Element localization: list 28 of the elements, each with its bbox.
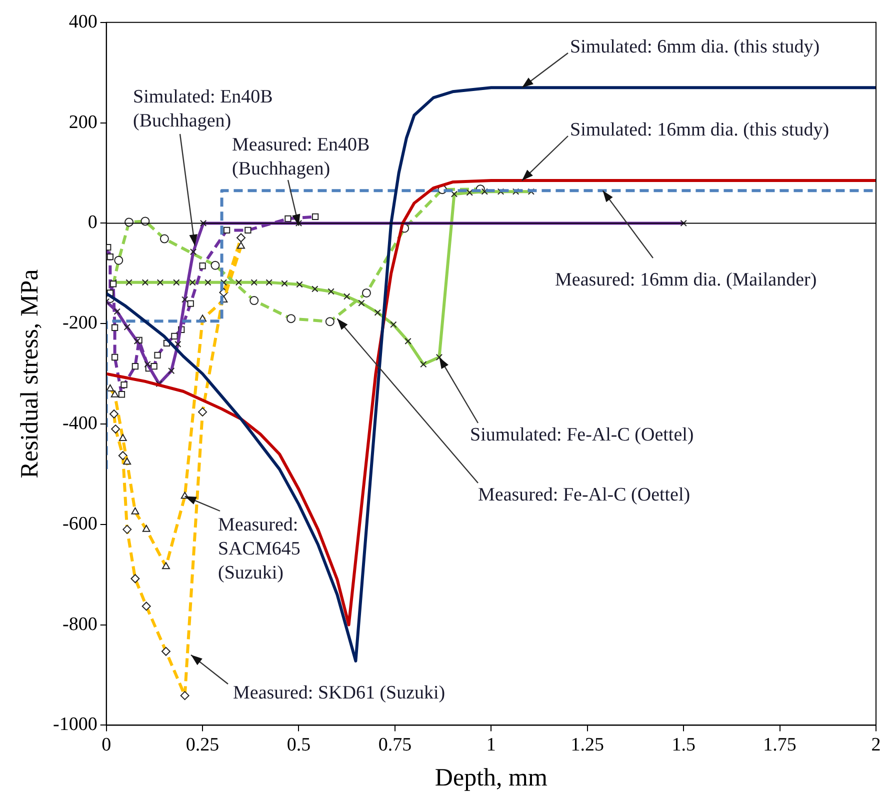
- y-tick-label: 400: [68, 11, 98, 32]
- y-tick-label: 0: [88, 212, 98, 234]
- x-axis-title: Depth, mm: [434, 764, 548, 792]
- x-tick-label: 0.5: [286, 734, 311, 756]
- x-tick-label: 1.5: [672, 734, 696, 756]
- y-tick-label: -1000: [53, 714, 98, 736]
- annotation: Measured: Fe-Al-C (Oettel): [478, 484, 690, 506]
- x-tick-label: 0: [102, 734, 112, 756]
- annotation: Siumulated: Fe-Al-C (Oettel): [470, 424, 694, 446]
- y-tick-label: 200: [68, 112, 98, 133]
- annotation: Measured: 16mm dia. (Mailander): [555, 269, 817, 290]
- annotation: Simulated: 6mm dia. (this study): [570, 36, 820, 58]
- x-tick-label: 0.75: [378, 734, 412, 756]
- x-tick-label: 2: [871, 734, 881, 756]
- y-axis-title: Residual stress, MPa: [16, 269, 44, 478]
- x-tick-label: 1.25: [570, 734, 604, 756]
- y-tick-label: -400: [62, 412, 98, 434]
- x-tick-label: 1.75: [763, 734, 796, 756]
- annotation: Measured: SACM645 (Suzuki): [218, 514, 300, 584]
- annotation: Measured: SKD61 (Suzuki): [233, 682, 446, 704]
- x-tick-label: 1: [486, 734, 496, 756]
- y-tick-label: -600: [62, 513, 98, 534]
- y-tick-label: -200: [62, 312, 98, 334]
- y-tick-label: -800: [62, 614, 98, 635]
- x-tick-label: 0.25: [186, 734, 220, 756]
- annotation: Simulated: 16mm dia. (this study): [570, 119, 830, 140]
- annotation: Measured: En40B (Buchhagen): [232, 134, 370, 180]
- annotation: Simulated: En40B (Buchhagen): [133, 86, 273, 132]
